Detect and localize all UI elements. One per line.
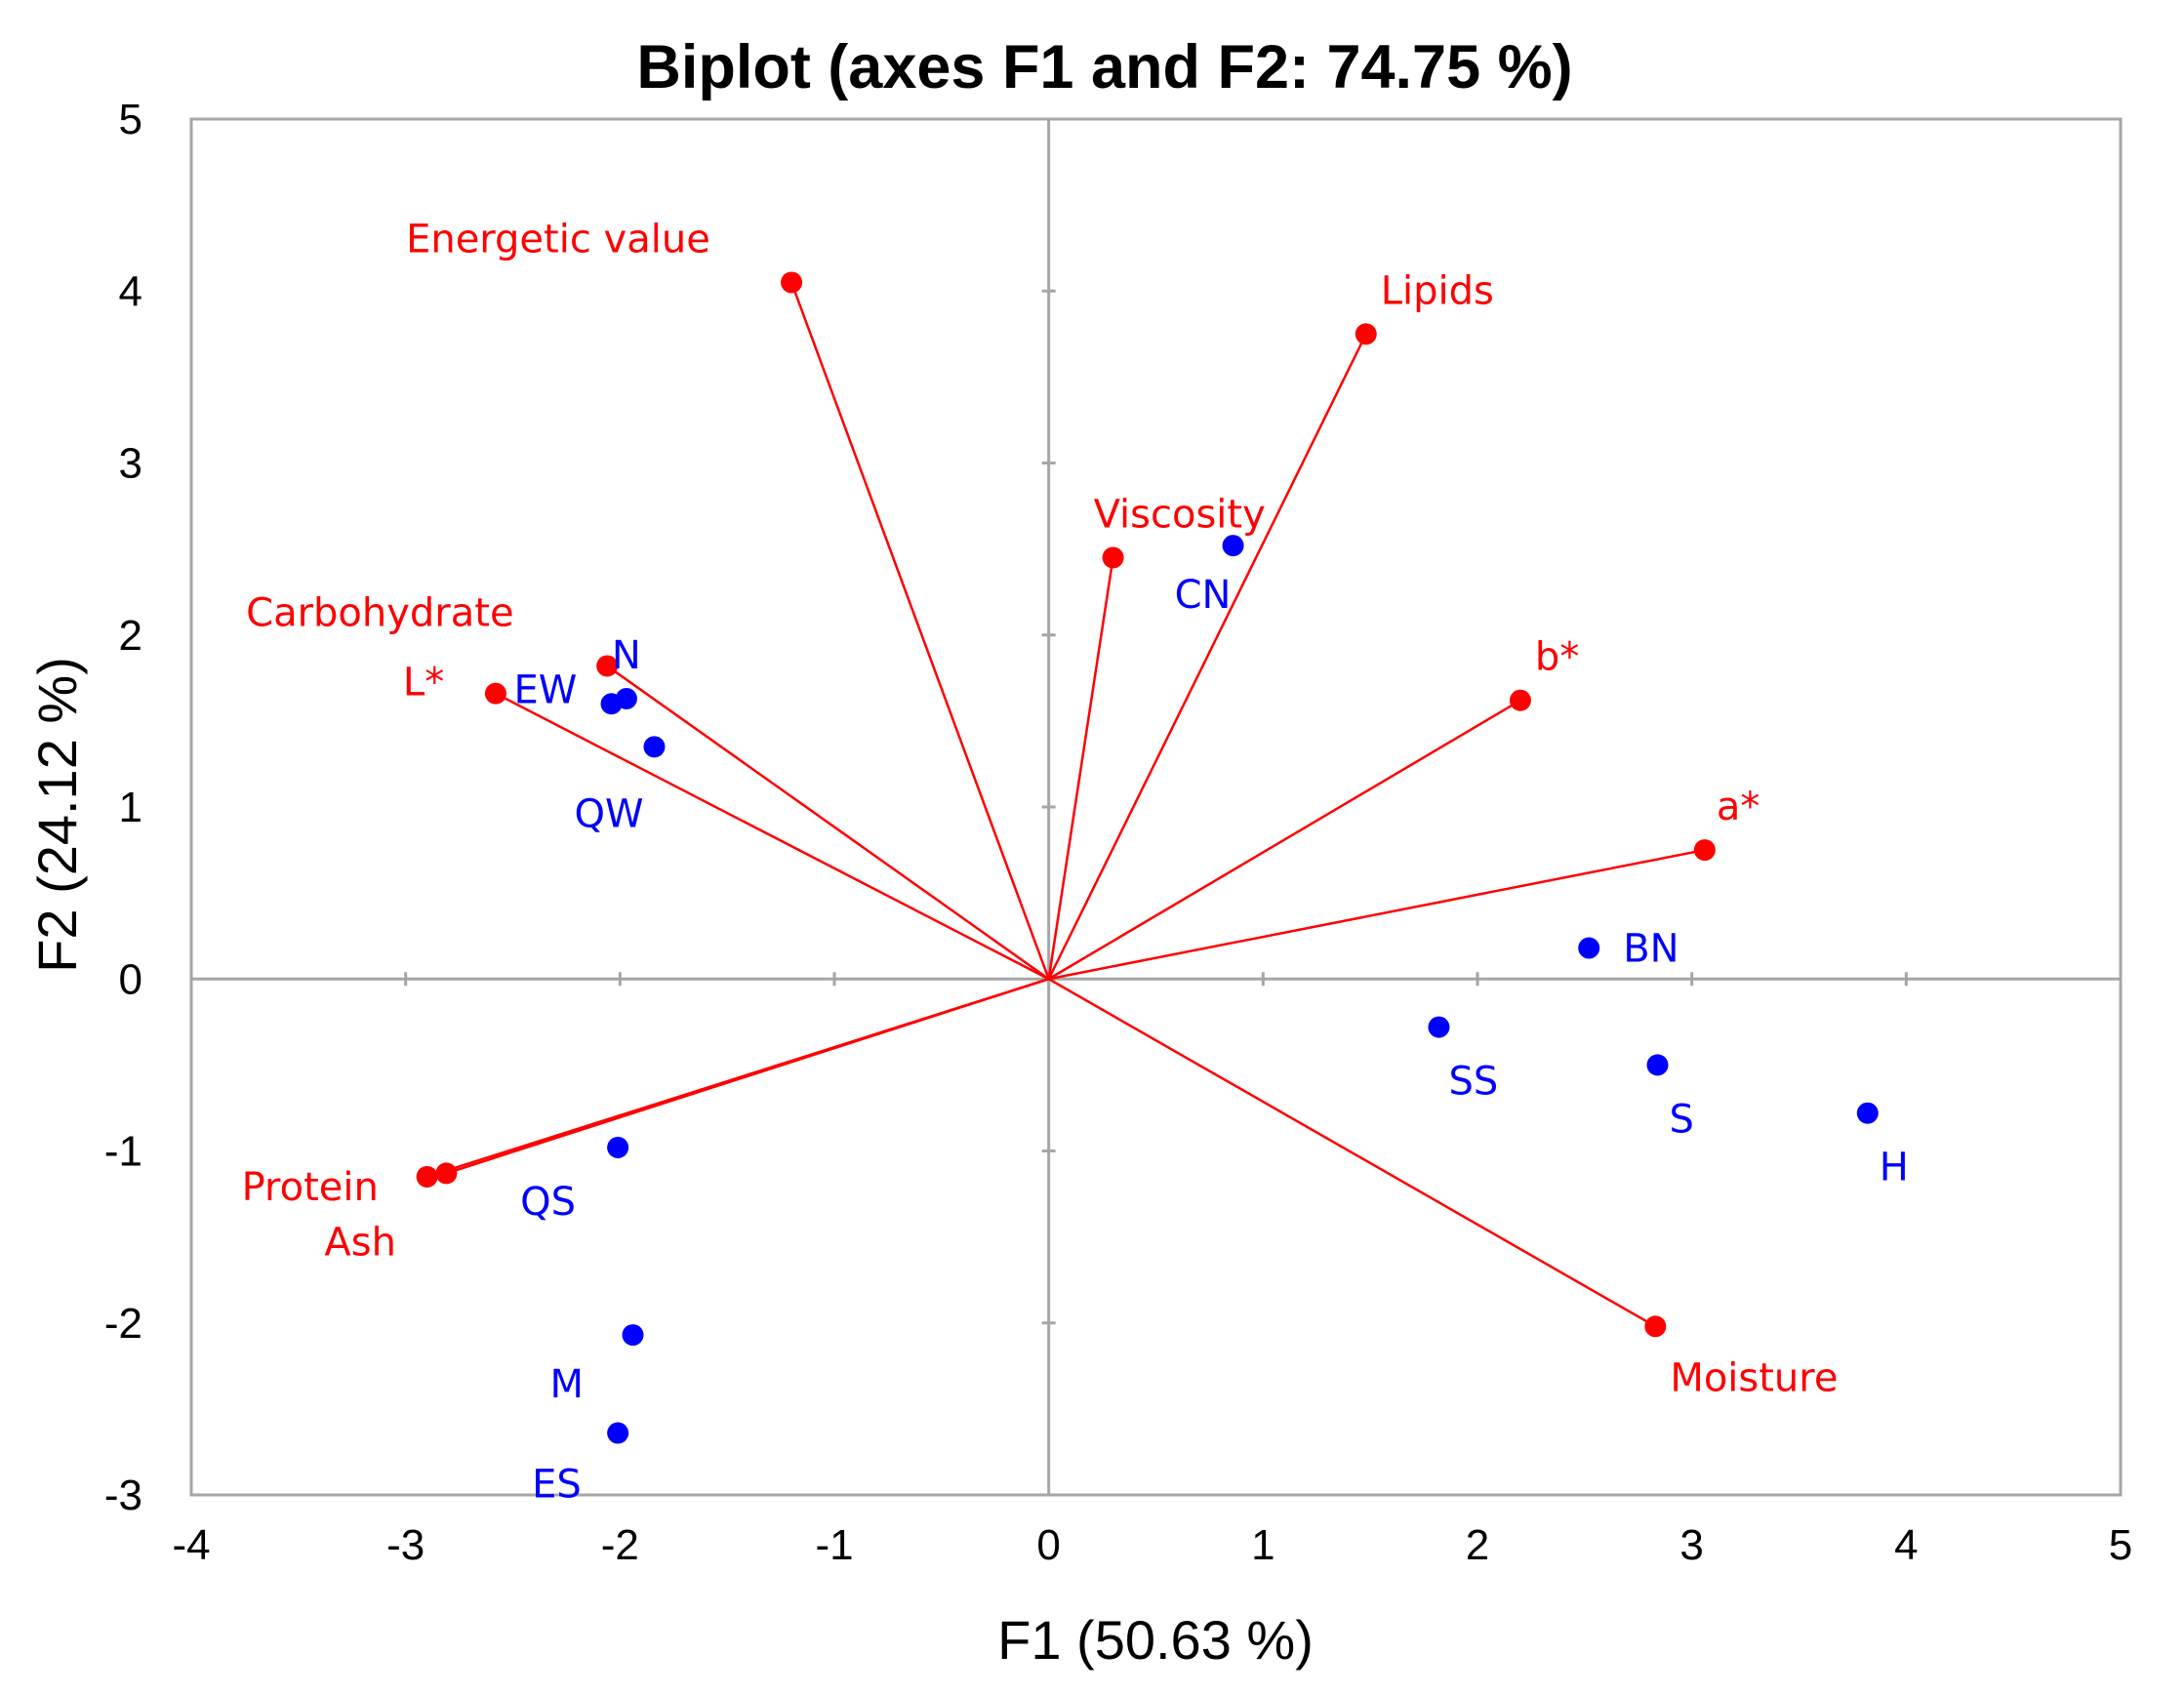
- observation-label: M: [550, 1362, 585, 1407]
- axis-ticks: -4 -3 -2 -1 0 1 2 3 4 5 -3 -2 -1 0 1 2 3 4 5: [104, 96, 2132, 1569]
- y-tick-label: 1: [119, 784, 142, 831]
- plot-frame: [189, 117, 2123, 1497]
- vector-line: [789, 282, 1050, 980]
- observation-point: [643, 736, 666, 758]
- observation-point: [1646, 1054, 1669, 1076]
- x-tick-label: 5: [2109, 1521, 2132, 1569]
- variable-vectors: [426, 282, 1706, 1328]
- vector-line: [1047, 557, 1114, 980]
- x-tick-label: -2: [601, 1521, 639, 1569]
- observation-label: N: [612, 633, 641, 678]
- vector-line: [1048, 978, 1656, 1328]
- variable-label: Ash: [324, 1220, 396, 1265]
- y-tick-label: 2: [119, 612, 142, 660]
- chart-title: Biplot (axes F1 and F2: 74.75 %): [636, 33, 1572, 101]
- point-labels: Energetic value Lipids Viscosity Carbohydra…: [242, 217, 1909, 1507]
- variable-point: [781, 271, 803, 294]
- observation-label: QW: [574, 791, 643, 836]
- observation-label: ES: [532, 1463, 582, 1508]
- observation-point: [607, 1422, 629, 1444]
- variable-point: [1355, 323, 1377, 345]
- variable-point: [484, 682, 506, 705]
- variable-point: [596, 655, 619, 677]
- variable-point: [1693, 839, 1716, 862]
- variable-point: [416, 1165, 438, 1188]
- y-tick-label: -1: [104, 1128, 142, 1176]
- y-tick-label: -2: [104, 1300, 142, 1348]
- vector-line: [495, 692, 1050, 981]
- x-tick-label: 2: [1466, 1521, 1489, 1569]
- y-tick-label: 5: [119, 96, 142, 143]
- variable-label: Energetic value: [406, 217, 710, 262]
- variable-point: [435, 1162, 458, 1185]
- vector-line: [1047, 333, 1367, 980]
- variable-point: [1102, 546, 1124, 569]
- observation-point: [607, 1136, 629, 1158]
- observation-point: [1856, 1102, 1879, 1124]
- variable-label: Protein: [242, 1165, 379, 1210]
- y-axis-title: F2 (24.12 %): [26, 657, 88, 973]
- observation-label: SS: [1448, 1060, 1498, 1105]
- observation-label: CN: [1175, 573, 1232, 618]
- vector-line: [446, 978, 1050, 1175]
- vector-line: [1048, 699, 1521, 981]
- observation-point: [600, 693, 623, 715]
- x-tick-label: 1: [1251, 1521, 1274, 1569]
- vector-line: [606, 665, 1050, 981]
- data-points: [416, 271, 1879, 1444]
- variable-point: [1644, 1315, 1667, 1338]
- x-tick-label: -1: [815, 1521, 853, 1569]
- x-axis-title: F1 (50.63 %): [997, 1609, 1314, 1671]
- variable-label: Lipids: [1381, 268, 1494, 313]
- y-tick-label: 0: [119, 955, 142, 1003]
- variable-label: Viscosity: [1094, 492, 1266, 537]
- observation-label: QS: [520, 1180, 576, 1225]
- observation-label: EW: [514, 667, 578, 712]
- variable-label: b*: [1535, 635, 1579, 680]
- variable-point: [1509, 689, 1531, 711]
- x-tick-label: 0: [1036, 1521, 1060, 1569]
- y-tick-label: -3: [104, 1472, 142, 1519]
- x-tick-label: 3: [1679, 1521, 1703, 1569]
- variable-label: a*: [1717, 785, 1760, 829]
- observation-label: H: [1880, 1146, 1909, 1190]
- x-tick-label: 4: [1894, 1521, 1918, 1569]
- observation-point: [1222, 535, 1244, 557]
- variable-label: L*: [403, 661, 444, 706]
- observation-point: [1428, 1016, 1450, 1038]
- observation-label: S: [1670, 1097, 1694, 1142]
- observation-point: [1578, 937, 1600, 959]
- observation-label: BN: [1623, 927, 1678, 972]
- y-tick-label: 4: [119, 267, 142, 315]
- y-tick-label: 3: [119, 440, 142, 488]
- observation-point: [622, 1324, 644, 1347]
- vector-line: [1048, 848, 1706, 981]
- x-tick-label: -4: [172, 1521, 210, 1569]
- variable-label: Moisture: [1670, 1355, 1838, 1400]
- variable-label: Carbohydrate: [246, 590, 513, 635]
- x-tick-label: -3: [386, 1521, 425, 1569]
